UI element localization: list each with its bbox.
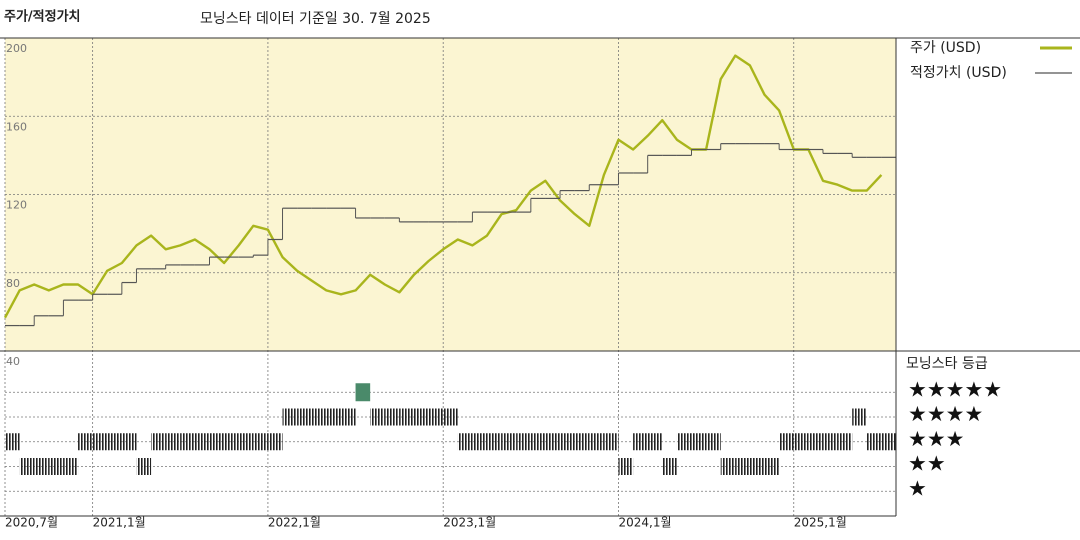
rating-bar	[866, 433, 882, 451]
rating-bar	[78, 433, 93, 451]
y-tick-label: 160	[6, 120, 27, 133]
price-line	[3, 54, 883, 319]
x-tick-label: 2022,1월	[268, 516, 321, 530]
rating-bar	[326, 408, 341, 426]
rating-bar	[706, 433, 721, 451]
rating-bar	[501, 433, 517, 451]
rating-bar	[545, 433, 561, 451]
y-tick-label: 40	[6, 355, 20, 368]
rating-bar	[48, 458, 64, 475]
y-tick-label: 200	[6, 42, 27, 55]
rating-bar	[399, 408, 414, 426]
rating-label: ★★★	[908, 427, 964, 451]
rating-bar	[238, 433, 254, 451]
rating-bar	[808, 433, 823, 451]
rating-bar	[121, 433, 137, 451]
rating-bar	[618, 458, 634, 475]
rating-bar	[472, 433, 488, 451]
rating-bar	[881, 433, 896, 451]
chart-subtitle: 모닝스타 데이터 기준일 30. 7월 2025	[200, 11, 431, 27]
rating-bar	[560, 433, 575, 451]
rating-bar	[676, 433, 692, 451]
y-tick-label: 120	[6, 199, 27, 212]
rating-bar	[340, 408, 356, 426]
rating-bar	[92, 433, 108, 451]
rating-bar	[165, 433, 181, 451]
rating-bar	[443, 408, 458, 426]
rating-bar	[282, 408, 298, 426]
rating-bar	[603, 433, 619, 451]
x-tick-label: 2021,1월	[93, 516, 146, 530]
rating-bar	[19, 458, 35, 475]
rating-bar	[63, 458, 79, 475]
rating-bar	[136, 458, 152, 475]
rating-bar	[589, 433, 604, 451]
rating-bar	[194, 433, 210, 451]
rating-bar	[311, 408, 327, 426]
x-tick-label: 2025,1월	[794, 516, 847, 530]
rating-bar	[297, 408, 312, 426]
rating-bar	[487, 433, 502, 451]
rating-bar	[735, 458, 750, 475]
rating-label: ★★★★★	[908, 377, 1002, 401]
rating-bar	[267, 433, 283, 451]
rating-label: ★	[908, 476, 927, 500]
rating-bar	[691, 433, 707, 451]
x-tick-label: 2024,1월	[618, 516, 671, 530]
rating-bar	[822, 433, 838, 451]
x-tick-label: 2023,1월	[443, 516, 496, 530]
rating-bar	[793, 433, 809, 451]
rating-bar	[647, 433, 663, 451]
rating-bar	[180, 433, 195, 451]
rating-bar	[224, 433, 239, 451]
rating-bar	[852, 408, 867, 426]
rating-bar	[151, 433, 166, 451]
rating-bar	[34, 458, 49, 475]
rating-bar	[107, 433, 122, 451]
rating-bar	[749, 458, 765, 475]
legend-label: 주가 (USD)	[910, 40, 981, 56]
rating-title: 모닝스타 등급	[906, 356, 988, 372]
rating-bar	[720, 458, 736, 475]
rating-bar	[662, 458, 677, 475]
rating-bar	[413, 408, 429, 426]
x-tick-label: 2020,7월	[5, 516, 58, 530]
rating-label: ★★★★	[908, 402, 983, 426]
y-tick-label: 80	[6, 277, 20, 290]
rating-bar	[574, 433, 590, 451]
rating-bar	[779, 433, 794, 451]
rating-bar	[428, 408, 444, 426]
rating-bar	[5, 433, 20, 451]
rating-bar	[516, 433, 531, 451]
rating-bar	[384, 408, 400, 426]
chart-title: 주가/적정가치	[4, 9, 81, 25]
rating-bar	[530, 433, 546, 451]
rating-bar	[253, 433, 268, 451]
rating-bar	[633, 433, 648, 451]
rating-bar	[370, 408, 385, 426]
rating-bar	[355, 383, 371, 402]
rating-bar	[209, 433, 225, 451]
rating-bar	[764, 458, 780, 475]
rating-bar	[457, 433, 473, 451]
rating-label: ★★	[908, 452, 946, 476]
legend-label: 적정가치 (USD)	[910, 65, 1007, 81]
rating-bar	[837, 433, 853, 451]
